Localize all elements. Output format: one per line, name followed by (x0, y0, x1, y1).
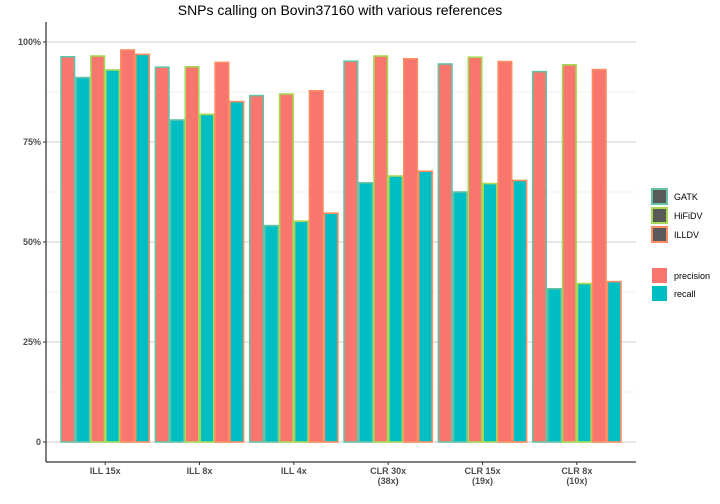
legend-label-illdv: ILLDV (674, 230, 699, 240)
legend-label-precision: precision (674, 271, 710, 281)
bar-hifidv-recall (576, 282, 592, 443)
bars (60, 49, 622, 443)
bar-illdv-recall (512, 179, 528, 443)
bar-illdv-precision (591, 68, 607, 443)
bar-hifidv-precision (184, 66, 200, 443)
x-tick-label: ILL 15x (90, 466, 121, 476)
bar-gatk-recall (263, 224, 279, 443)
bar-illdv-precision (403, 57, 419, 443)
bar-gatk-precision (531, 70, 548, 443)
bar-gatk-recall (75, 76, 91, 443)
legend-key-recall (652, 286, 667, 301)
legend-key-gatk (651, 188, 668, 205)
legend-key-precision (652, 268, 667, 283)
y-tick-label: 50% (23, 237, 41, 247)
bar-illdv-recall (229, 100, 245, 443)
bar-gatk-precision (248, 94, 265, 443)
x-tick-label: CLR 30x (38x) (370, 466, 406, 486)
y-tick-label: 25% (23, 337, 41, 347)
bar-hifidv-recall (388, 175, 404, 443)
bar-hifidv-precision (90, 55, 106, 443)
bar-gatk-recall (169, 119, 185, 443)
bar-gatk-recall (358, 182, 374, 443)
x-tick-label: CLR 8x (10x) (561, 466, 592, 486)
bar-illdv-precision (308, 90, 324, 443)
bar-hifidv-recall (199, 113, 215, 443)
bar-gatk-precision (154, 66, 170, 443)
legend-key-illdv (651, 226, 668, 243)
bar-gatk-precision (437, 63, 453, 443)
bar-illdv-precision (497, 60, 513, 443)
bar-hifidv-recall (293, 220, 309, 443)
bar-hifidv-precision (467, 56, 483, 443)
chart-title: SNPs calling on Bovin37160 with various … (178, 2, 503, 18)
y-tick-label: 0 (36, 437, 41, 447)
legend: GATK HiFiDV ILLDV precision recall (651, 188, 710, 301)
bar-hifidv-recall (105, 69, 121, 443)
bar-hifidv-precision (373, 55, 389, 443)
bar-illdv-precision (214, 61, 230, 443)
x-tick-label: ILL 4x (281, 466, 307, 476)
bar-hifidv-precision (278, 93, 294, 443)
bar-illdv-recall (134, 53, 151, 443)
bar-gatk-precision (60, 55, 76, 443)
bar-illdv-recall (417, 170, 434, 443)
bar-illdv-recall (606, 280, 622, 443)
axes: 0 25% 50% 75% 100% ILL 15x ILL 8x ILL 4x CLR 30x… (18, 22, 636, 486)
bar-hifidv-recall (482, 182, 498, 443)
bar-illdv-recall (323, 212, 339, 443)
bar-gatk-recall (452, 191, 468, 443)
y-tick-label: 75% (23, 137, 41, 147)
bar-gatk-precision (343, 60, 359, 443)
legend-label-hifidv: HiFiDV (674, 211, 703, 221)
bar-hifidv-precision (561, 64, 577, 443)
bar-illdv-precision (120, 49, 136, 443)
bar-gatk-recall (546, 287, 562, 443)
legend-label-gatk: GATK (674, 192, 698, 202)
legend-key-hifidv (651, 207, 668, 224)
x-tick-label: ILL 8x (187, 466, 213, 476)
x-tick-label: CLR 15x (19x) (464, 466, 500, 486)
y-tick-label: 100% (18, 37, 41, 47)
legend-label-recall: recall (674, 289, 696, 299)
